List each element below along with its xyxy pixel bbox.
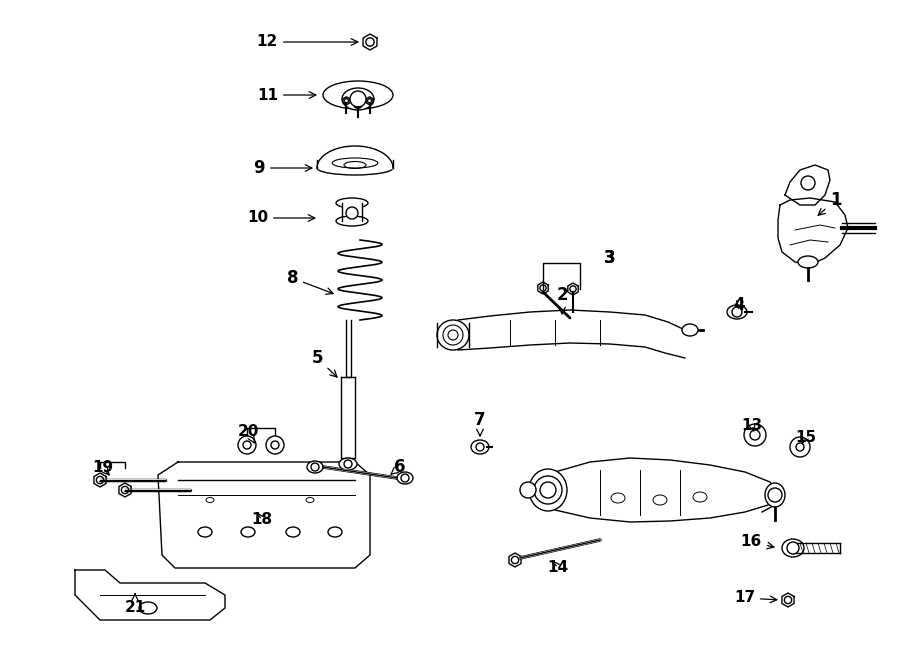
- Ellipse shape: [727, 305, 747, 319]
- Text: 13: 13: [742, 418, 762, 432]
- Polygon shape: [782, 593, 794, 607]
- Ellipse shape: [198, 527, 212, 537]
- Circle shape: [344, 460, 352, 468]
- Polygon shape: [363, 34, 377, 50]
- Polygon shape: [508, 553, 521, 567]
- Ellipse shape: [682, 324, 698, 336]
- Ellipse shape: [339, 458, 357, 470]
- Text: 5: 5: [311, 349, 337, 377]
- Ellipse shape: [798, 256, 818, 268]
- Polygon shape: [793, 543, 840, 553]
- Ellipse shape: [317, 161, 393, 175]
- Text: 9: 9: [254, 159, 311, 177]
- Ellipse shape: [241, 527, 255, 537]
- Polygon shape: [538, 282, 548, 294]
- Circle shape: [744, 424, 766, 446]
- Ellipse shape: [765, 483, 785, 507]
- Circle shape: [266, 436, 284, 454]
- Circle shape: [732, 307, 742, 317]
- Ellipse shape: [693, 492, 707, 502]
- Text: 6: 6: [391, 458, 406, 476]
- Ellipse shape: [397, 472, 413, 484]
- Ellipse shape: [286, 527, 300, 537]
- Polygon shape: [94, 473, 106, 487]
- Ellipse shape: [611, 493, 625, 503]
- Polygon shape: [346, 320, 350, 377]
- Text: 19: 19: [93, 461, 113, 475]
- Polygon shape: [341, 377, 355, 458]
- Polygon shape: [555, 458, 778, 522]
- Text: 21: 21: [124, 594, 146, 615]
- Text: 2: 2: [556, 286, 568, 314]
- Ellipse shape: [306, 498, 314, 502]
- Text: 17: 17: [734, 590, 777, 605]
- Ellipse shape: [471, 440, 489, 454]
- Circle shape: [790, 437, 810, 457]
- Text: 12: 12: [256, 34, 358, 50]
- Text: 20: 20: [238, 424, 258, 443]
- Ellipse shape: [336, 216, 368, 226]
- Circle shape: [476, 443, 484, 451]
- Circle shape: [271, 441, 279, 449]
- Ellipse shape: [336, 198, 368, 208]
- Ellipse shape: [139, 602, 157, 614]
- Text: 7: 7: [474, 411, 486, 436]
- Circle shape: [350, 91, 366, 107]
- Ellipse shape: [206, 498, 214, 502]
- Circle shape: [243, 441, 251, 449]
- Polygon shape: [343, 97, 350, 105]
- Text: 10: 10: [247, 210, 315, 225]
- Ellipse shape: [653, 495, 667, 505]
- Polygon shape: [568, 283, 578, 295]
- Polygon shape: [75, 570, 225, 620]
- Ellipse shape: [529, 469, 567, 511]
- Text: 1: 1: [818, 191, 842, 215]
- Circle shape: [787, 542, 799, 554]
- Circle shape: [346, 207, 358, 219]
- Ellipse shape: [437, 320, 469, 350]
- Ellipse shape: [323, 81, 393, 109]
- Circle shape: [238, 436, 256, 454]
- Text: 14: 14: [547, 561, 569, 576]
- Circle shape: [801, 176, 815, 190]
- Polygon shape: [119, 483, 131, 497]
- Polygon shape: [158, 462, 370, 568]
- Text: 15: 15: [795, 430, 816, 444]
- Polygon shape: [342, 203, 362, 221]
- Circle shape: [768, 488, 782, 502]
- Ellipse shape: [782, 539, 804, 557]
- Text: 16: 16: [741, 535, 774, 549]
- Polygon shape: [355, 101, 362, 109]
- Ellipse shape: [328, 527, 342, 537]
- Text: 11: 11: [257, 87, 316, 102]
- Polygon shape: [778, 198, 848, 265]
- Circle shape: [520, 482, 536, 498]
- Text: 3: 3: [604, 249, 616, 267]
- Text: 3: 3: [604, 249, 616, 267]
- Text: 4: 4: [734, 296, 745, 314]
- Polygon shape: [458, 310, 685, 358]
- Ellipse shape: [342, 88, 374, 110]
- Text: 8: 8: [286, 269, 333, 294]
- Ellipse shape: [307, 461, 323, 473]
- Circle shape: [540, 482, 556, 498]
- Polygon shape: [366, 97, 373, 105]
- Polygon shape: [785, 165, 830, 205]
- Text: 18: 18: [251, 512, 273, 527]
